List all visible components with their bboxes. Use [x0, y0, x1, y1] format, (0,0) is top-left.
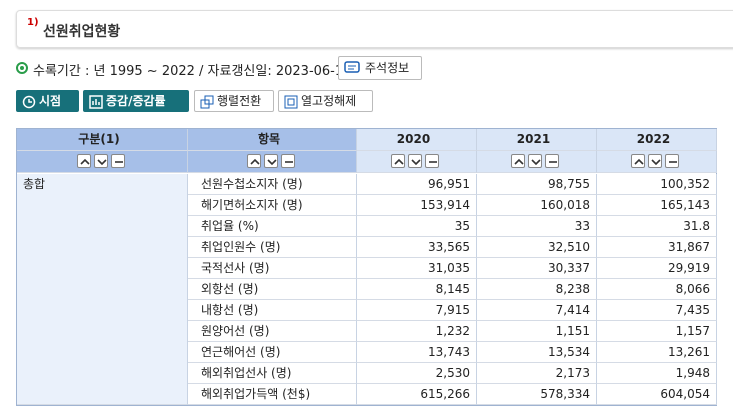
sort-button[interactable]: [280, 154, 295, 168]
info-text: 수록기간 : 년 1995 ~ 2022 / 자료갱신일: 2023-06-13…: [33, 64, 360, 79]
sort-row: [477, 151, 597, 173]
value-cell: 615,266: [357, 384, 477, 405]
value-cell: 7,414: [477, 300, 597, 321]
sort-row: [357, 151, 477, 173]
column-header: 항목: [188, 129, 357, 151]
value-cell: 165,143: [597, 195, 717, 216]
value-cell: 30,337: [477, 258, 597, 279]
time-button[interactable]: 시점: [16, 90, 79, 112]
sort-button[interactable]: [648, 154, 662, 168]
note-marker: 1): [27, 17, 39, 28]
sort-button[interactable]: [263, 154, 278, 168]
value-cell: 1,151: [477, 321, 597, 342]
value-cell: 35: [357, 216, 477, 237]
value-cell: 7,915: [357, 300, 477, 321]
data-table: 구분(1) 항목 2020 2021 2022 총합 선원수첩소지자 (명) 96,951 98…: [16, 128, 717, 406]
item-cell: 해기면허소지자 (명): [188, 195, 357, 216]
group-cell: 총합: [17, 174, 188, 405]
sort-button[interactable]: [545, 154, 559, 168]
value-cell: 100,352: [597, 174, 717, 195]
value-cell: 2,530: [357, 363, 477, 384]
sort-button[interactable]: [631, 154, 645, 168]
note-button-label: 주석정보: [365, 61, 410, 75]
value-cell: 29,919: [597, 258, 717, 279]
item-cell: 원양어선 (명): [188, 321, 357, 342]
sort-buttons: [511, 154, 559, 168]
value-cell: 1,232: [357, 321, 477, 342]
item-cell: 내항선 (명): [188, 300, 357, 321]
sort-button[interactable]: [408, 154, 422, 168]
value-cell: 13,534: [477, 342, 597, 363]
sort-row: [597, 151, 717, 173]
value-cell: 7,435: [597, 300, 717, 321]
title: 선원취업현황: [43, 24, 121, 40]
sort-button[interactable]: [511, 154, 525, 168]
sort-row: [17, 151, 188, 173]
unfreeze-button[interactable]: 열고정해제: [278, 90, 373, 112]
sort-buttons: [76, 154, 125, 168]
column-header: 2022: [597, 129, 717, 151]
sort-buttons: [631, 154, 679, 168]
note-button[interactable]: 주석정보: [338, 56, 422, 80]
value-cell: 13,261: [597, 342, 717, 363]
value-cell: 31,867: [597, 237, 717, 258]
title-box: 1) 선원취업현황: [16, 10, 733, 48]
sort-button[interactable]: [246, 154, 261, 168]
button-label: 열고정해제: [301, 94, 357, 108]
value-cell: 2,173: [477, 363, 597, 384]
info-icon: [16, 62, 28, 74]
sort-buttons: [246, 154, 295, 168]
value-cell: 8,238: [477, 279, 597, 300]
value-cell: 1,157: [597, 321, 717, 342]
button-label: 증감/증감률: [106, 94, 166, 108]
sort-button[interactable]: [425, 154, 439, 168]
column-header: 2020: [357, 129, 477, 151]
column-header: 2021: [477, 129, 597, 151]
item-cell: 국적선사 (명): [188, 258, 357, 279]
item-cell: 해외취업가득액 (천$): [188, 384, 357, 405]
item-cell: 선원수첩소지자 (명): [188, 174, 357, 195]
sort-button[interactable]: [528, 154, 542, 168]
value-cell: 8,066: [597, 279, 717, 300]
pivot-button[interactable]: 행렬전환: [194, 90, 274, 112]
value-cell: 578,334: [477, 384, 597, 405]
sort-button[interactable]: [665, 154, 679, 168]
item-cell: 취업인원수 (명): [188, 237, 357, 258]
value-cell: 98,755: [477, 174, 597, 195]
value-cell: 8,145: [357, 279, 477, 300]
value-cell: 153,914: [357, 195, 477, 216]
sort-button[interactable]: [93, 154, 108, 168]
item-cell: 외항선 (명): [188, 279, 357, 300]
value-cell: 31,035: [357, 258, 477, 279]
value-cell: 604,054: [597, 384, 717, 405]
column-header: 구분(1): [17, 129, 188, 151]
value-cell: 33: [477, 216, 597, 237]
change-button[interactable]: 증감/증감률: [83, 90, 189, 112]
item-cell: 연근해어선 (명): [188, 342, 357, 363]
sort-button[interactable]: [76, 154, 91, 168]
value-cell: 1,948: [597, 363, 717, 384]
button-label: 행렬전환: [217, 94, 262, 108]
value-cell: 33,565: [357, 237, 477, 258]
value-cell: 13,743: [357, 342, 477, 363]
value-cell: 32,510: [477, 237, 597, 258]
sort-button[interactable]: [391, 154, 405, 168]
sort-row: [188, 151, 357, 173]
value-cell: 160,018: [477, 195, 597, 216]
value-cell: 31.8: [597, 216, 717, 237]
value-cell: 96,951: [357, 174, 477, 195]
button-label: 시점: [39, 94, 62, 108]
sort-button[interactable]: [110, 154, 125, 168]
item-cell: 해외취업선사 (명): [188, 363, 357, 384]
sort-buttons: [391, 154, 439, 168]
item-cell: 취업율 (%): [188, 216, 357, 237]
